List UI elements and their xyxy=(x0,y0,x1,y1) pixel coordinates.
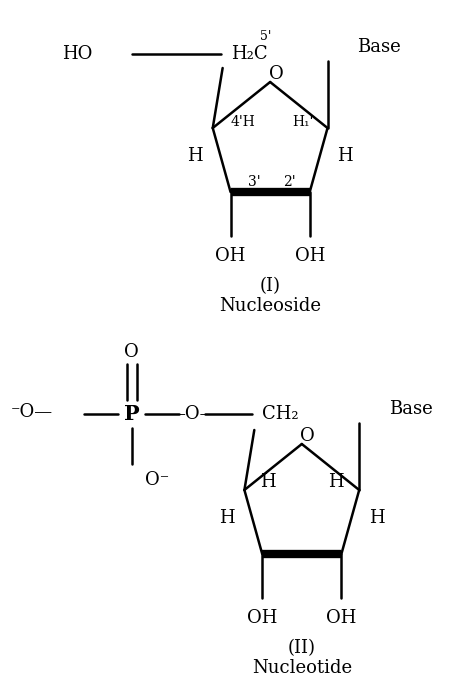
Text: H: H xyxy=(337,147,353,165)
Text: O: O xyxy=(124,343,139,361)
Text: O: O xyxy=(301,427,315,445)
Text: H: H xyxy=(187,147,203,165)
Text: OH: OH xyxy=(215,247,246,265)
Text: H: H xyxy=(328,473,343,491)
Text: H₁': H₁' xyxy=(292,115,314,129)
Text: Nucleotide: Nucleotide xyxy=(252,659,352,677)
Text: 2': 2' xyxy=(283,175,296,189)
Text: 3': 3' xyxy=(248,175,261,189)
Text: H: H xyxy=(369,509,385,527)
Text: Base: Base xyxy=(389,400,433,418)
Text: O: O xyxy=(269,65,283,83)
Text: H: H xyxy=(260,473,276,491)
Text: H: H xyxy=(219,509,235,527)
Text: OH: OH xyxy=(294,247,325,265)
Text: —O—: —O— xyxy=(168,405,218,423)
Text: OH: OH xyxy=(247,609,277,627)
Text: CH₂: CH₂ xyxy=(262,405,299,423)
Text: Nucleoside: Nucleoside xyxy=(219,297,321,315)
Text: O⁻: O⁻ xyxy=(146,471,170,489)
Text: P: P xyxy=(124,404,139,424)
Text: ⁻O—: ⁻O— xyxy=(10,403,53,421)
Text: OH: OH xyxy=(326,609,356,627)
Text: (I): (I) xyxy=(260,277,281,295)
Text: H₂C: H₂C xyxy=(230,45,267,63)
Text: 5': 5' xyxy=(261,29,272,42)
Text: HO: HO xyxy=(62,45,92,63)
Text: Base: Base xyxy=(357,38,401,56)
Text: 4'H: 4'H xyxy=(230,115,255,129)
Text: (II): (II) xyxy=(288,639,316,657)
